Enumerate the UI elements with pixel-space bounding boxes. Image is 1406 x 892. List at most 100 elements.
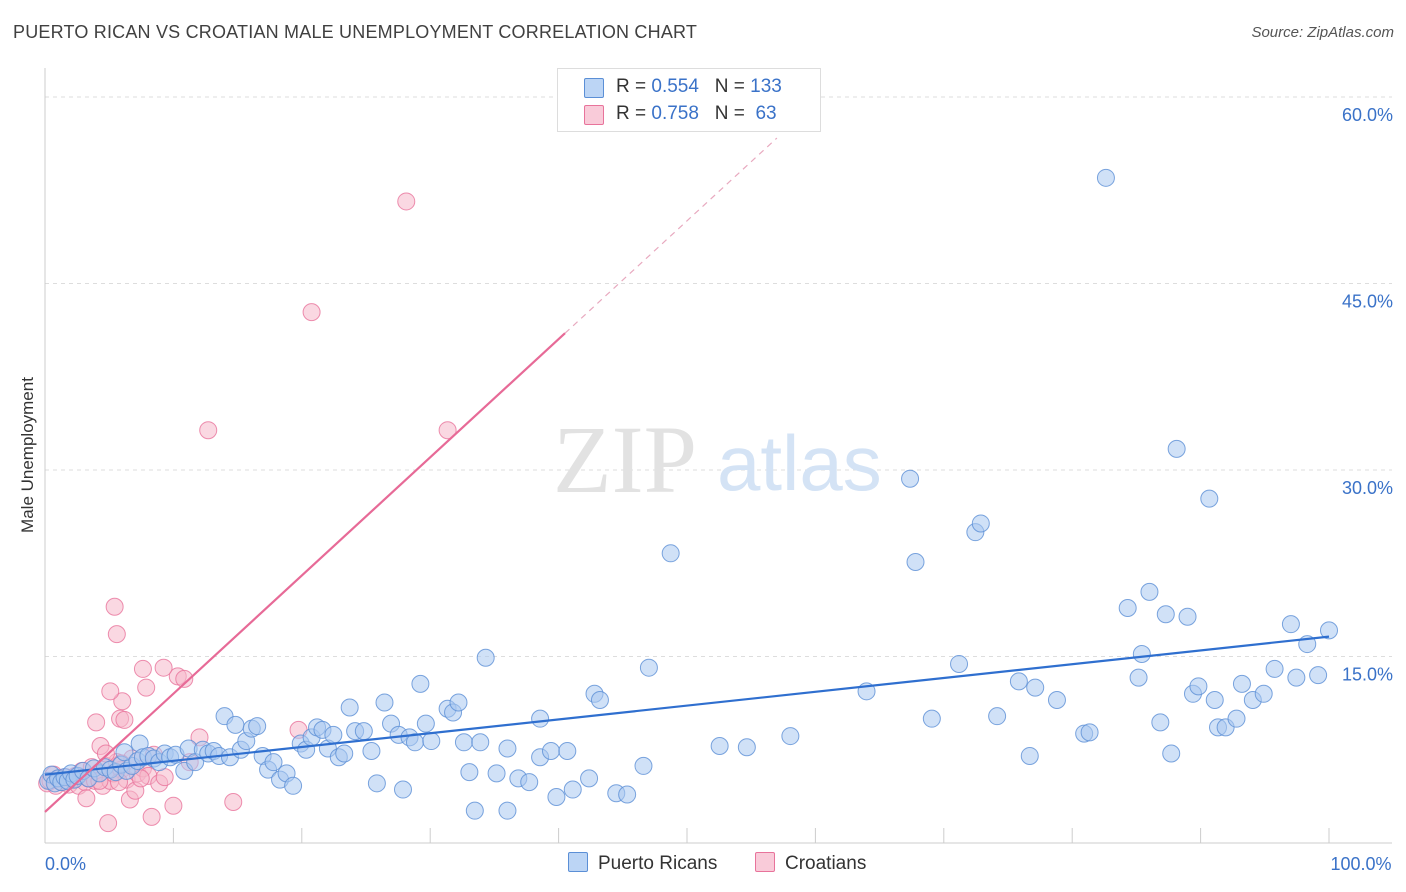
croatian-point: [438, 421, 457, 440]
puerto-rican-point: [1162, 744, 1181, 763]
puerto-rican-point: [1320, 621, 1338, 640]
puerto-rican-point: [1254, 684, 1273, 703]
y-tick-label: 60.0%: [1342, 105, 1393, 125]
puerto-rican-point: [1118, 599, 1137, 618]
puerto-rican-point: [248, 717, 267, 736]
puerto-rican-point: [1151, 713, 1170, 732]
croatian-point: [302, 303, 321, 322]
puerto-rican-point: [580, 769, 599, 788]
puerto-rican-point: [558, 741, 577, 760]
puerto-rican-point: [541, 741, 560, 760]
puerto-rican-point: [375, 693, 394, 712]
puerto-rican-point: [498, 801, 517, 820]
puerto-rican-point: [1132, 645, 1151, 664]
croatian-point: [107, 625, 126, 644]
puerto-rican-point: [520, 773, 539, 792]
croatian-point: [113, 692, 132, 711]
watermark-zip: ZIP: [553, 406, 697, 513]
puerto-rican-point: [354, 722, 373, 741]
puerto-rican-point: [781, 727, 800, 746]
legend-n-croatian: 63: [755, 103, 777, 124]
puerto-rican-point: [476, 648, 495, 667]
puerto-rican-point: [226, 715, 245, 734]
croatian-trendline-extension: [564, 137, 778, 334]
puerto-rican-point: [465, 801, 484, 820]
puerto-rican-point: [1047, 691, 1066, 710]
puerto-rican-point: [449, 693, 468, 712]
croatian-point: [101, 682, 120, 701]
legend-swatch-puerto: [584, 78, 604, 98]
y-tick-label: 45.0%: [1342, 292, 1393, 312]
trendlines: [44, 137, 1330, 813]
puerto-rican-point: [362, 741, 381, 760]
puerto-rican-point: [498, 739, 517, 758]
puerto-rican-point: [1009, 672, 1028, 691]
puerto-rican-point: [340, 698, 359, 717]
puerto-rican-point: [335, 744, 354, 763]
croatian-point: [199, 421, 218, 440]
puerto-rican-point: [710, 737, 729, 756]
puerto-rican-point: [1227, 709, 1246, 728]
puerto-rican-point: [1156, 605, 1175, 624]
source-label: Source: ZipAtlas.com: [1251, 24, 1394, 41]
puerto-rican-point: [1205, 691, 1224, 710]
legend-text-croatian: R = 0.758 N = 63: [616, 103, 777, 124]
puerto-rican-point: [531, 709, 550, 728]
x-tick-label: 0.0%: [45, 854, 86, 874]
croatian-point: [137, 678, 156, 697]
y-ticks: 15.0% 30.0% 45.0% 60.0%: [1342, 105, 1393, 685]
legend-text-puerto: R = 0.554 N = 133: [616, 76, 782, 97]
croatian-point: [154, 658, 173, 677]
croatian-trendline: [44, 332, 566, 813]
legend-r-croatian: 0.758: [651, 103, 699, 124]
croatian-point: [99, 814, 118, 833]
legend-n-puerto: 133: [750, 76, 782, 97]
puerto-rican-point: [1189, 677, 1208, 696]
croatian-point: [115, 710, 134, 729]
puerto-rican-point: [922, 709, 941, 728]
puerto-rican-point: [1140, 582, 1159, 601]
legend-swatch-croatian: [584, 105, 604, 125]
y-tick-label: 15.0%: [1342, 665, 1393, 685]
croatian-point: [142, 807, 161, 826]
puerto-rican-point: [1309, 666, 1328, 685]
watermark: ZIP atlas: [553, 406, 882, 513]
puerto-rican-point: [367, 774, 386, 793]
puerto-rican-point: [639, 658, 658, 677]
puerto-rican-point: [1026, 678, 1045, 697]
bottom-legend-swatch-puerto: [568, 852, 588, 872]
croatian-point: [175, 669, 194, 688]
puerto-rican-point: [471, 733, 490, 752]
puerto-rican-point: [411, 674, 430, 693]
bottom-legend-croatian: Croatians: [755, 852, 866, 875]
x-ticks: 0.0% 100.0%: [45, 828, 1392, 874]
puerto-rican-point: [737, 738, 756, 757]
puerto-rican-point: [422, 732, 441, 751]
puerto-rican-point: [393, 780, 412, 799]
legend-r-puerto: 0.554: [651, 76, 699, 97]
puerto-rican-trendline: [44, 635, 1330, 776]
croatian-point: [87, 713, 106, 732]
legend: R = 0.554 N = 133 R = 0.758 N = 63: [557, 68, 821, 132]
croatian-point: [131, 769, 150, 788]
puerto-rican-point: [1178, 607, 1197, 626]
puerto-rican-point: [563, 780, 582, 799]
x-tick-label: 100.0%: [1330, 854, 1391, 874]
puerto-rican-point: [901, 469, 920, 488]
puerto-rican-point: [1096, 168, 1115, 187]
puerto-rican-point: [1287, 668, 1306, 687]
bottom-legend-label-puerto: Puerto Ricans: [598, 853, 718, 874]
puerto-rican-point: [906, 553, 925, 572]
watermark-atlas: atlas: [717, 419, 882, 507]
puerto-rican-point: [115, 743, 134, 762]
axes: [44, 68, 1392, 844]
puerto-rican-point: [1232, 674, 1251, 693]
croatian-point: [224, 792, 243, 811]
puerto-rican-point: [1129, 668, 1148, 687]
puerto-rican-point: [1080, 723, 1099, 742]
puerto-rican-point: [661, 544, 680, 563]
bottom-legend-label-croatian: Croatians: [785, 853, 867, 874]
puerto-rican-point: [1281, 615, 1300, 634]
puerto-rican-point: [950, 654, 969, 673]
